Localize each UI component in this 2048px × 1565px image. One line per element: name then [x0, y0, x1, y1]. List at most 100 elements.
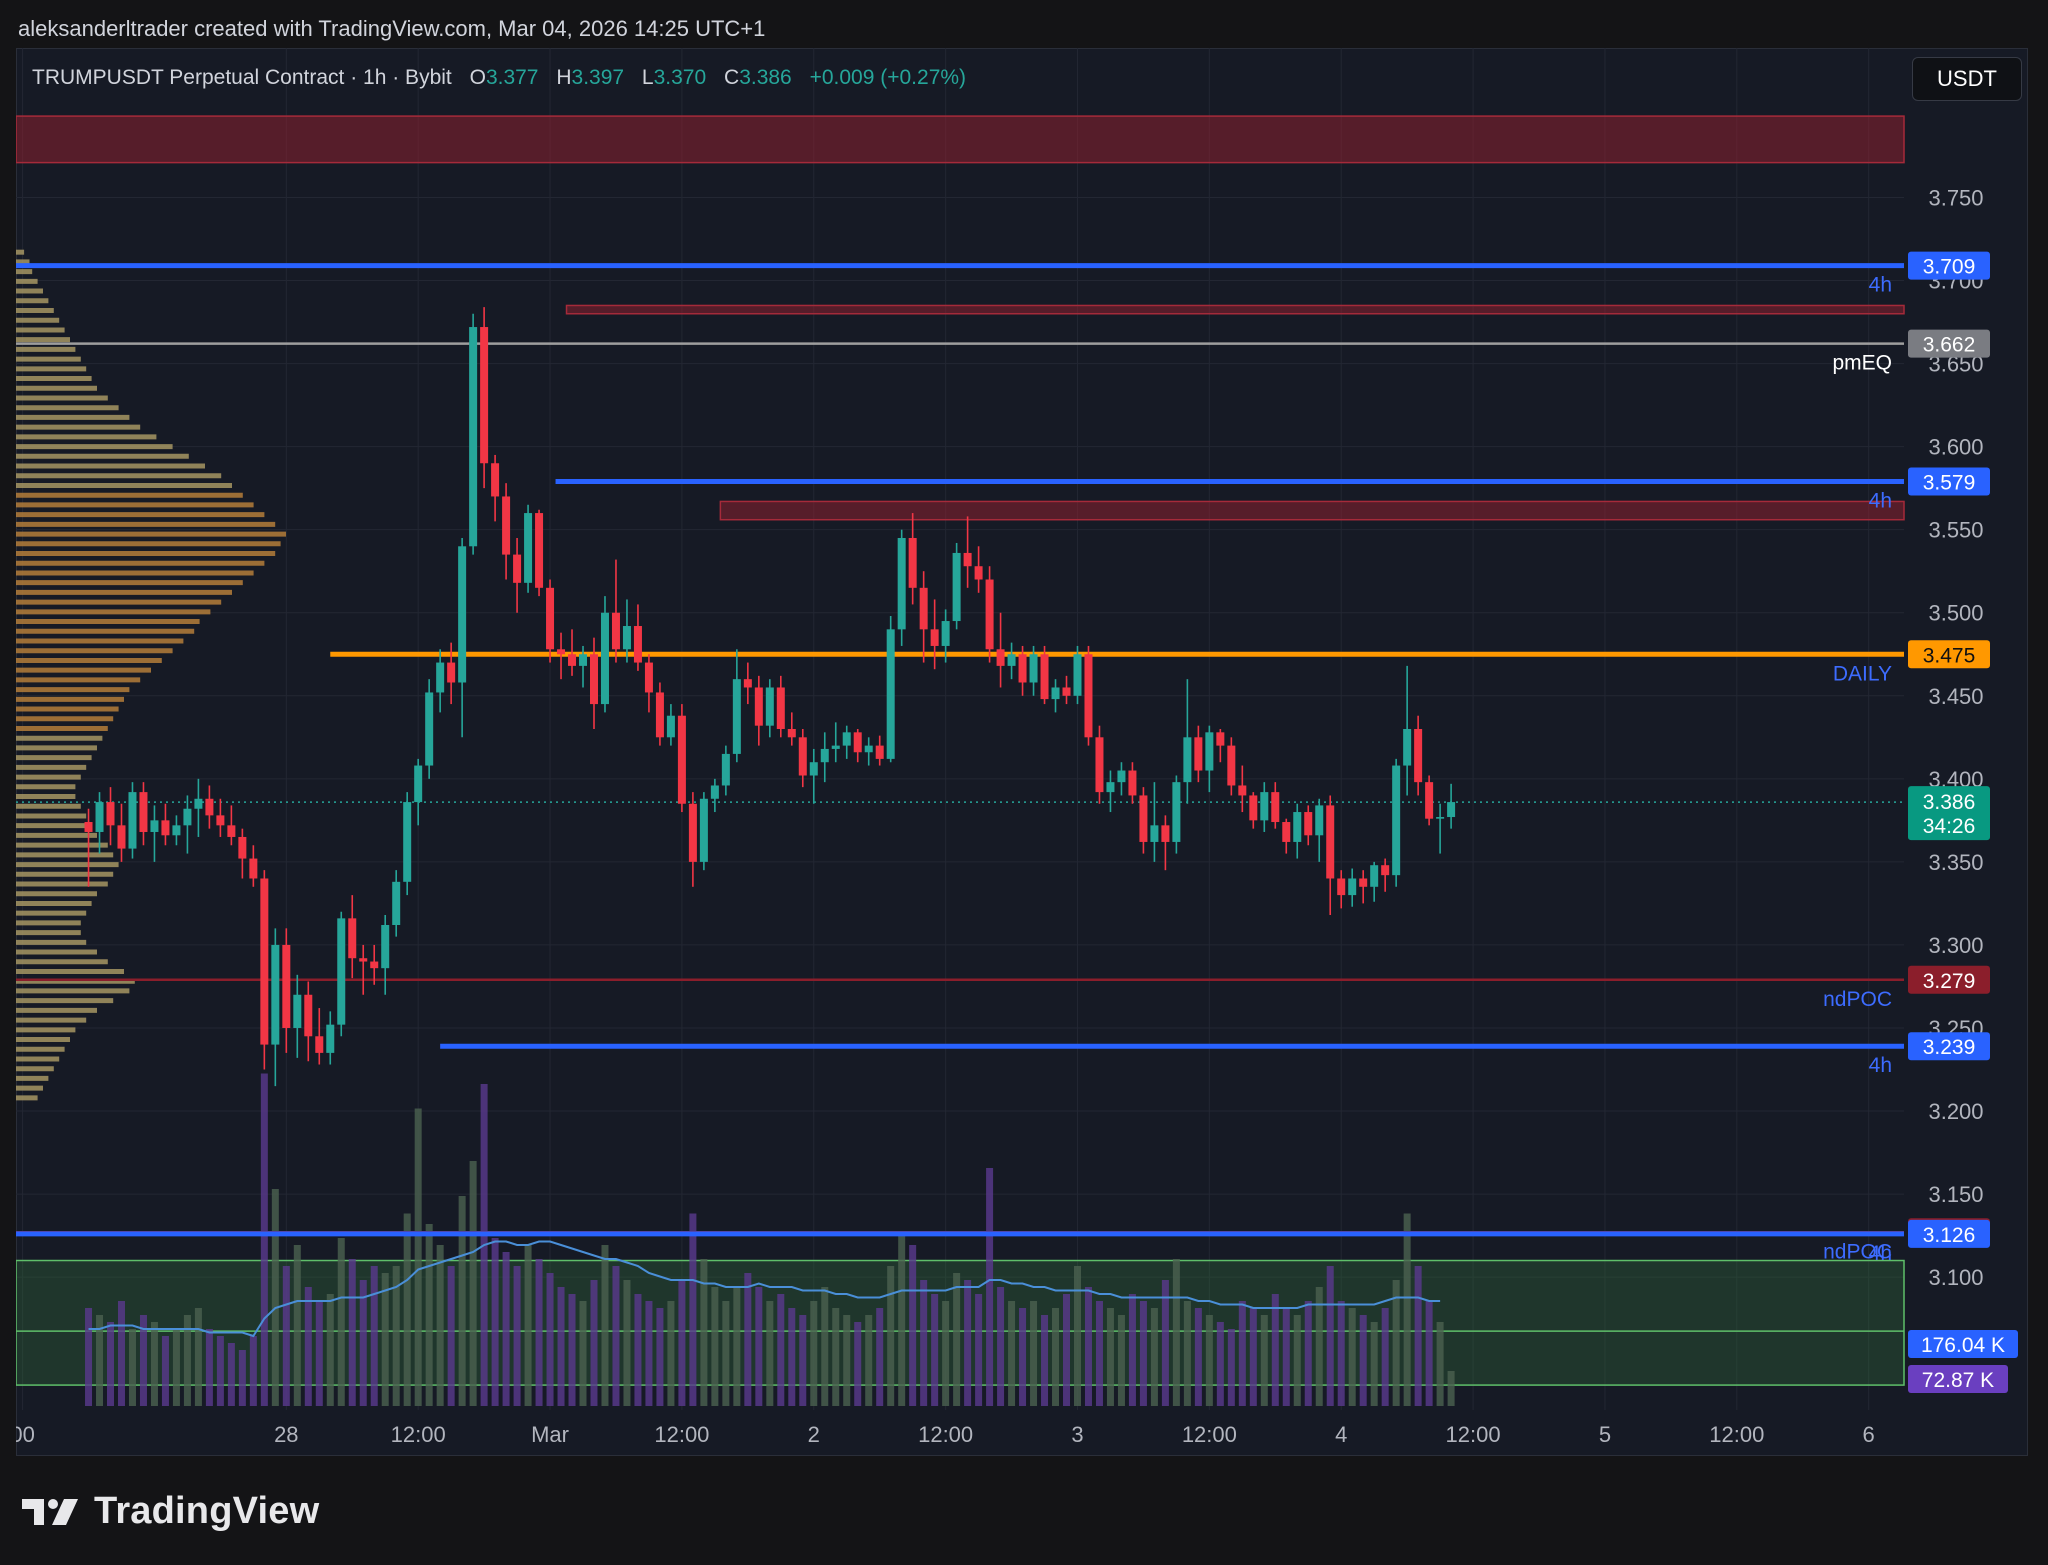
volume-bar: [96, 1315, 104, 1406]
y-axis-label: 3.550: [1928, 518, 1983, 543]
candle-body: [842, 732, 851, 746]
candle-body: [765, 687, 774, 726]
volume-bar: [821, 1287, 829, 1406]
volume-badge: 72.87 K: [1922, 1369, 1994, 1392]
price-badge-daily: 3.475: [1923, 644, 1976, 667]
volume-bar: [909, 1245, 917, 1406]
candle-body: [227, 825, 236, 837]
candle-body: [513, 554, 522, 583]
y-axis-label: 3.500: [1928, 601, 1983, 626]
price-badge-ndpoc: 3.279: [1923, 970, 1976, 993]
x-axis-label: 12:00: [654, 1422, 709, 1447]
last-price-badge: 3.386: [1923, 791, 1976, 814]
candle-body: [1040, 654, 1049, 700]
low-label: L: [641, 66, 654, 89]
tradingview-logo[interactable]: TradingView: [20, 1490, 319, 1533]
volume-bar: [1205, 1315, 1213, 1406]
candle-body: [293, 994, 302, 1028]
level-tag-daily: DAILY: [1833, 662, 1892, 685]
candle-body: [655, 692, 664, 738]
symbol-legend[interactable]: TRUMPUSDT Perpetual Contract · 1h · Bybi…: [32, 66, 966, 90]
candles: [84, 307, 1456, 1087]
candle-body: [117, 825, 126, 849]
y-axis-label: 3.300: [1928, 933, 1983, 958]
volume-bar: [1073, 1266, 1081, 1406]
y-axis-label: 3.450: [1928, 684, 1983, 709]
volume-bar: [348, 1259, 356, 1406]
price-chart[interactable]: 3.1003.1503.2003.2503.3003.3503.4003.450…: [16, 48, 2028, 1456]
candle-body: [194, 798, 203, 809]
candle-body: [699, 798, 708, 862]
y-axis-label: 3.150: [1928, 1182, 1983, 1207]
candle-body: [864, 745, 873, 753]
y-axis-label: 3.200: [1928, 1099, 1983, 1124]
candle-body: [1095, 737, 1104, 793]
volume-bar: [1019, 1308, 1027, 1406]
volume-bar: [150, 1322, 158, 1406]
candle-body: [161, 820, 170, 836]
volume-bar: [975, 1294, 983, 1406]
supply-zone: [16, 115, 1905, 164]
volume-badge-bg: [1908, 1365, 2008, 1393]
high-label: H: [556, 66, 572, 89]
volume-bar: [733, 1287, 741, 1406]
candle-body: [1117, 770, 1126, 783]
candle-body: [1073, 654, 1082, 696]
volume-bar: [436, 1245, 444, 1406]
candle-body: [1216, 732, 1225, 746]
volume-bar: [447, 1266, 455, 1406]
volume-bar: [1161, 1280, 1169, 1406]
volume-bar: [1370, 1322, 1378, 1406]
candle-body: [524, 513, 533, 583]
volume-bar: [700, 1259, 708, 1406]
candle-body: [941, 621, 950, 646]
level-tag-blue: 4h: [1869, 490, 1892, 513]
volume-bar: [755, 1287, 763, 1406]
volume-bar: [689, 1213, 697, 1406]
candle-body: [831, 745, 840, 749]
volume-bar: [271, 1189, 279, 1406]
volume-bar: [843, 1315, 851, 1406]
volume-bar: [634, 1294, 642, 1406]
candle-body: [84, 822, 93, 832]
candle-body: [95, 802, 104, 832]
price-badge-blue-bg: [1908, 1032, 1990, 1061]
volume-profile: [16, 249, 286, 1101]
volume-ma-badge: 176.04 K: [1921, 1334, 2005, 1357]
y-axis-label: 3.600: [1928, 435, 1983, 460]
candle-body: [1381, 865, 1390, 876]
volume-bar: [953, 1273, 961, 1406]
candle-body: [919, 587, 928, 630]
supply-zone: [719, 500, 1905, 521]
volume-bar: [1172, 1259, 1180, 1406]
volume-bar: [1293, 1315, 1301, 1406]
x-axis-label: 4: [1335, 1422, 1347, 1447]
volume-bar: [942, 1301, 950, 1406]
volume-bar: [931, 1294, 939, 1406]
candle-body: [535, 513, 544, 588]
candle-body: [348, 918, 357, 959]
candle-body: [1414, 729, 1423, 783]
price-badge-blue-bg: [1908, 251, 1990, 280]
candle-body: [480, 327, 489, 464]
volume-bar: [744, 1273, 752, 1406]
candle-body: [106, 802, 115, 826]
x-axis-label: Mar: [531, 1422, 569, 1447]
open-value: 3.377: [485, 66, 539, 89]
volume-bar: [216, 1336, 224, 1406]
candle-body: [974, 566, 983, 580]
volume-bar: [876, 1308, 884, 1406]
volume-bar: [238, 1350, 246, 1406]
candle-body: [1172, 782, 1181, 842]
candle-body: [128, 792, 137, 849]
volume-bar: [1403, 1213, 1411, 1406]
candle-body: [1007, 654, 1016, 666]
volume-bar: [920, 1280, 928, 1406]
candle-body: [1018, 654, 1027, 683]
volume-bar: [997, 1287, 1005, 1406]
x-axis-label: 00: [16, 1422, 35, 1447]
candle-body: [1161, 825, 1170, 842]
currency-button[interactable]: USDT: [1912, 57, 2022, 101]
candle-body: [710, 785, 719, 799]
candle-body: [963, 552, 972, 567]
